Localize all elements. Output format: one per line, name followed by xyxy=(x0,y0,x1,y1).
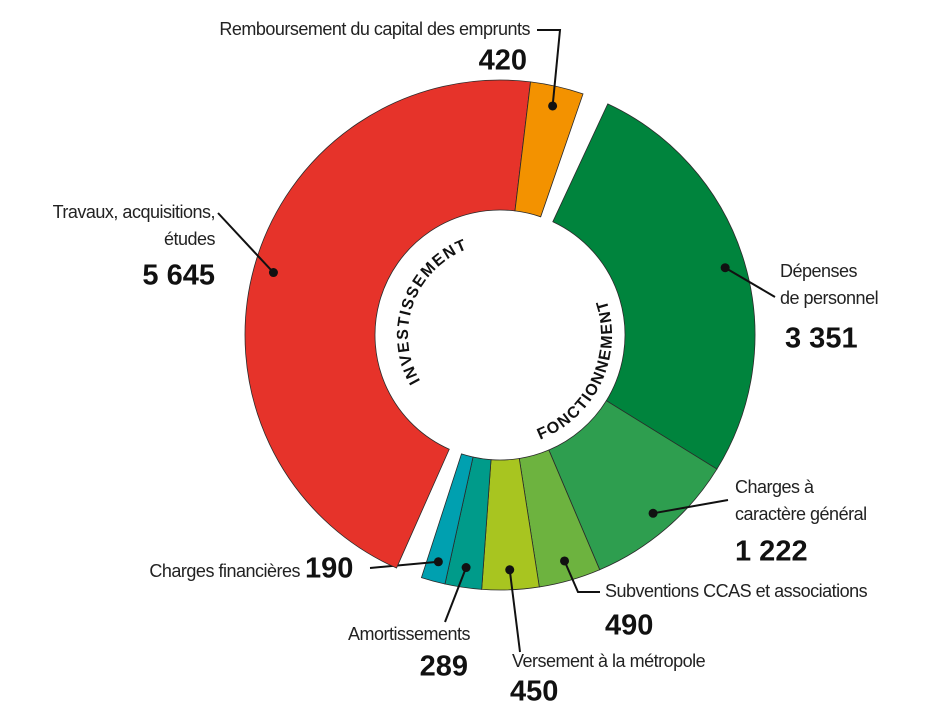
group-label-path: INVESTISSEMENT xyxy=(395,236,469,387)
category-label: Versement à la métropole xyxy=(512,651,706,671)
category-label: Subventions CCAS et associations xyxy=(605,581,868,601)
category-label: Remboursement du capital des emprunts xyxy=(219,19,530,39)
value-label: 1 222 xyxy=(735,536,808,568)
value-label: 289 xyxy=(420,651,468,683)
category-label: Charges à caractère général xyxy=(735,477,867,524)
donut-segment xyxy=(514,81,584,218)
leader-dot xyxy=(648,508,658,518)
group-label: INVESTISSEMENT xyxy=(395,236,470,387)
donut-segment xyxy=(552,103,756,470)
category-label: Amortissements xyxy=(348,624,471,644)
leader-dot xyxy=(268,268,278,278)
category-label: Dépenses de personnel xyxy=(780,261,878,308)
category-label: Charges financières xyxy=(149,561,300,581)
leader-line xyxy=(537,29,562,107)
leader-dot xyxy=(461,563,471,573)
leader-dot xyxy=(560,556,570,566)
value-label: 3 351 xyxy=(785,323,858,355)
leader-line xyxy=(444,567,468,623)
donut-segment xyxy=(420,453,474,585)
value-label: 420 xyxy=(479,45,527,77)
leader-line xyxy=(724,266,776,298)
category-label: Travaux, acquisitions, études xyxy=(53,202,216,249)
leader-line xyxy=(652,499,729,515)
leader-line xyxy=(508,569,521,653)
value-label: 490 xyxy=(605,610,653,642)
value-label: 190 xyxy=(305,553,353,585)
leader-dot xyxy=(548,101,558,111)
leader-dot xyxy=(433,557,443,567)
donut-segment xyxy=(244,79,531,569)
leader-line xyxy=(217,212,275,274)
leader-line xyxy=(563,560,600,593)
leader-dot xyxy=(720,263,730,273)
leader-line xyxy=(369,560,439,569)
value-label: 450 xyxy=(510,676,558,707)
value-label: 5 645 xyxy=(142,260,215,292)
leader-dot xyxy=(505,565,515,575)
